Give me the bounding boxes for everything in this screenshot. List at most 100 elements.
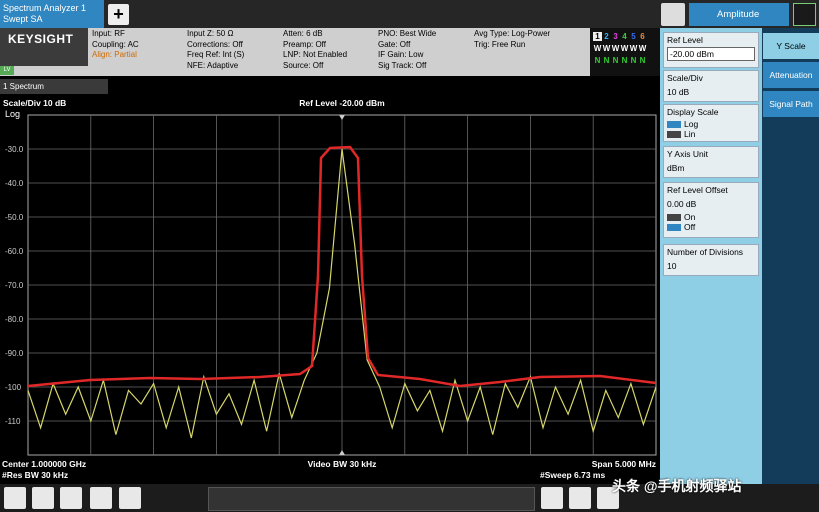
status-item: Atten: 6 dB xyxy=(283,29,323,38)
status-item: Align: Partial xyxy=(92,50,137,59)
status-column: Atten: 6 dB Preamp: Off LNP: Not Enabled… xyxy=(283,29,347,71)
display-scale-key[interactable]: Display Scale Log Lin xyxy=(663,104,759,142)
trace-number: 1 xyxy=(593,32,602,41)
add-tab-button[interactable]: + xyxy=(108,4,129,25)
y-tick-label: -90.0 xyxy=(5,349,24,358)
y-tick-label: -60.0 xyxy=(5,247,24,256)
help-button[interactable] xyxy=(119,487,141,509)
y-tick-label: -70.0 xyxy=(5,281,24,290)
status-column: PNO: Best Wide Gate: Off IF Gain: Low Si… xyxy=(378,29,436,71)
start-button[interactable] xyxy=(4,487,26,509)
ref-level-key[interactable]: Ref Level -20.00 dBm xyxy=(663,32,759,68)
tab-mode: Swept SA xyxy=(3,14,43,24)
undo-button[interactable] xyxy=(32,487,54,509)
scale-div-key[interactable]: Scale/Div 10 dB xyxy=(663,70,759,102)
key-label: Ref Level Offset xyxy=(667,185,728,195)
y-tick-label: -80.0 xyxy=(5,315,24,324)
trace-number: 5 xyxy=(631,32,636,41)
trace-type: W xyxy=(620,44,629,53)
y-tick-label: -30.0 xyxy=(5,145,24,154)
files-button[interactable] xyxy=(90,487,112,509)
y-tick-label: -40.0 xyxy=(5,179,24,188)
ref-marker xyxy=(339,115,345,120)
key-option: Lin xyxy=(667,129,755,139)
trace-number: 2 xyxy=(604,32,609,41)
status-item: Corrections: Off xyxy=(187,39,243,49)
key-value: 10 dB xyxy=(667,87,690,97)
menu-tab[interactable]: Attenuation xyxy=(763,62,819,88)
video-bw: Video BW 30 kHz xyxy=(308,459,377,469)
window-selector[interactable]: 1 Spectrum xyxy=(0,79,108,94)
trace xyxy=(27,148,657,439)
menu-tab[interactable]: Signal Path xyxy=(763,91,819,117)
info-bar xyxy=(0,28,590,76)
res-bw: #Res BW 30 kHz xyxy=(2,470,68,480)
trace-detector: N xyxy=(612,56,619,65)
menu-tab[interactable]: Y Scale xyxy=(763,33,819,59)
key-value: -20.00 dBm xyxy=(667,47,755,61)
key-value: dBm xyxy=(667,163,685,173)
key-option: Off xyxy=(667,222,755,232)
option-text: On xyxy=(684,212,696,222)
status-item: Freq Ref: Int (S) xyxy=(187,50,245,59)
logo: KEYSIGHT xyxy=(0,28,88,66)
center-freq: Center 1.000000 GHz xyxy=(2,459,86,469)
trace-number: 6 xyxy=(640,32,645,41)
ref-level-offset-key[interactable]: Ref Level Offset 0.00 dB On Off xyxy=(663,182,759,238)
trace-type: W xyxy=(629,44,638,53)
key-value: 0.00 dB xyxy=(667,199,697,209)
y-tick-label: -110 xyxy=(5,417,21,426)
key-label: Number of Divisions xyxy=(667,247,744,257)
settings-button[interactable] xyxy=(661,3,685,26)
mode-badge: LV xyxy=(0,66,14,75)
trace-type: W xyxy=(611,44,620,53)
tab-title: Spectrum Analyzer 1 xyxy=(3,3,87,13)
status-item: IF Gain: Low xyxy=(378,50,424,59)
key-label: Scale/Div xyxy=(667,73,703,83)
option-text: Lin xyxy=(684,129,696,139)
keypad-button[interactable] xyxy=(541,487,563,509)
screen-button[interactable] xyxy=(597,487,619,509)
trace-type: W xyxy=(593,44,602,53)
key-label: Display Scale xyxy=(667,107,719,117)
status-item: Source: Off xyxy=(283,60,324,70)
status-item: NFE: Adaptive xyxy=(187,60,239,70)
trace-detector: N xyxy=(621,56,628,65)
status-item: Sig Track: Off xyxy=(378,60,427,70)
trace-detector: N xyxy=(603,56,610,65)
status-item: Coupling: AC xyxy=(92,39,139,49)
status-column: Input: RF Coupling: AC Align: Partial xyxy=(92,29,139,61)
status-item: LNP: Not Enabled xyxy=(283,50,348,59)
trace-type: W xyxy=(638,44,647,53)
sweep: #Sweep 6.73 ms xyxy=(540,470,605,480)
center-marker xyxy=(339,450,345,455)
status-item: Trig: Free Run xyxy=(474,39,526,49)
span: Span 5.000 MHz xyxy=(592,459,656,469)
option-text: Off xyxy=(684,222,696,232)
scale-div: Scale/Div 10 dB xyxy=(3,98,66,108)
touch-button[interactable] xyxy=(569,487,591,509)
redo-button[interactable] xyxy=(60,487,82,509)
key-option: On xyxy=(667,212,755,222)
trace-detector: N xyxy=(630,56,637,65)
status-icon[interactable] xyxy=(793,3,816,26)
watermark: 头条 @手机射频驿站 xyxy=(612,478,742,494)
option-text: Log xyxy=(684,119,699,129)
status-item: Preamp: Off xyxy=(283,39,326,49)
message-bar xyxy=(208,487,535,511)
annotation-outline xyxy=(27,145,657,388)
ref-level: Ref Level -20.00 dBm xyxy=(299,98,385,108)
status-item: Input Z: 50 Ω xyxy=(187,29,234,38)
divisions-key[interactable]: Number of Divisions 10 xyxy=(663,244,759,276)
key-label: Y Axis Unit xyxy=(667,149,708,159)
app-tab[interactable]: Spectrum Analyzer 1 Swept SA xyxy=(0,0,104,28)
key-value: 10 xyxy=(667,261,677,271)
status-item: Input: RF xyxy=(92,29,125,38)
trace-number: 4 xyxy=(622,32,627,41)
menu-dropdown[interactable]: Amplitude xyxy=(689,3,789,26)
key-option: Log xyxy=(667,119,755,129)
y-axis-unit-key[interactable]: Y Axis Unit dBm xyxy=(663,146,759,178)
